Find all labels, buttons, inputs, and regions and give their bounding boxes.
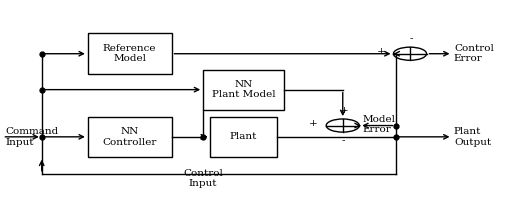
FancyBboxPatch shape [203, 70, 284, 110]
Text: -: - [409, 34, 413, 43]
Text: NN
Plant Model: NN Plant Model [212, 80, 275, 99]
Text: Control
Input: Control Input [183, 169, 223, 188]
Text: -: - [342, 136, 346, 145]
Text: Command
Input: Command Input [6, 127, 59, 146]
Text: Plant
Output: Plant Output [454, 127, 491, 146]
Text: +: + [309, 119, 318, 128]
Text: +: + [376, 47, 385, 56]
Text: NN
Controller: NN Controller [102, 127, 157, 146]
Text: Model
Error: Model Error [362, 115, 395, 134]
Text: +: + [340, 106, 348, 115]
FancyBboxPatch shape [88, 117, 172, 157]
Text: Reference
Model: Reference Model [103, 44, 157, 63]
Text: Control
Error: Control Error [454, 44, 494, 63]
FancyBboxPatch shape [210, 117, 277, 157]
FancyBboxPatch shape [88, 33, 172, 74]
Text: Plant: Plant [230, 132, 257, 141]
